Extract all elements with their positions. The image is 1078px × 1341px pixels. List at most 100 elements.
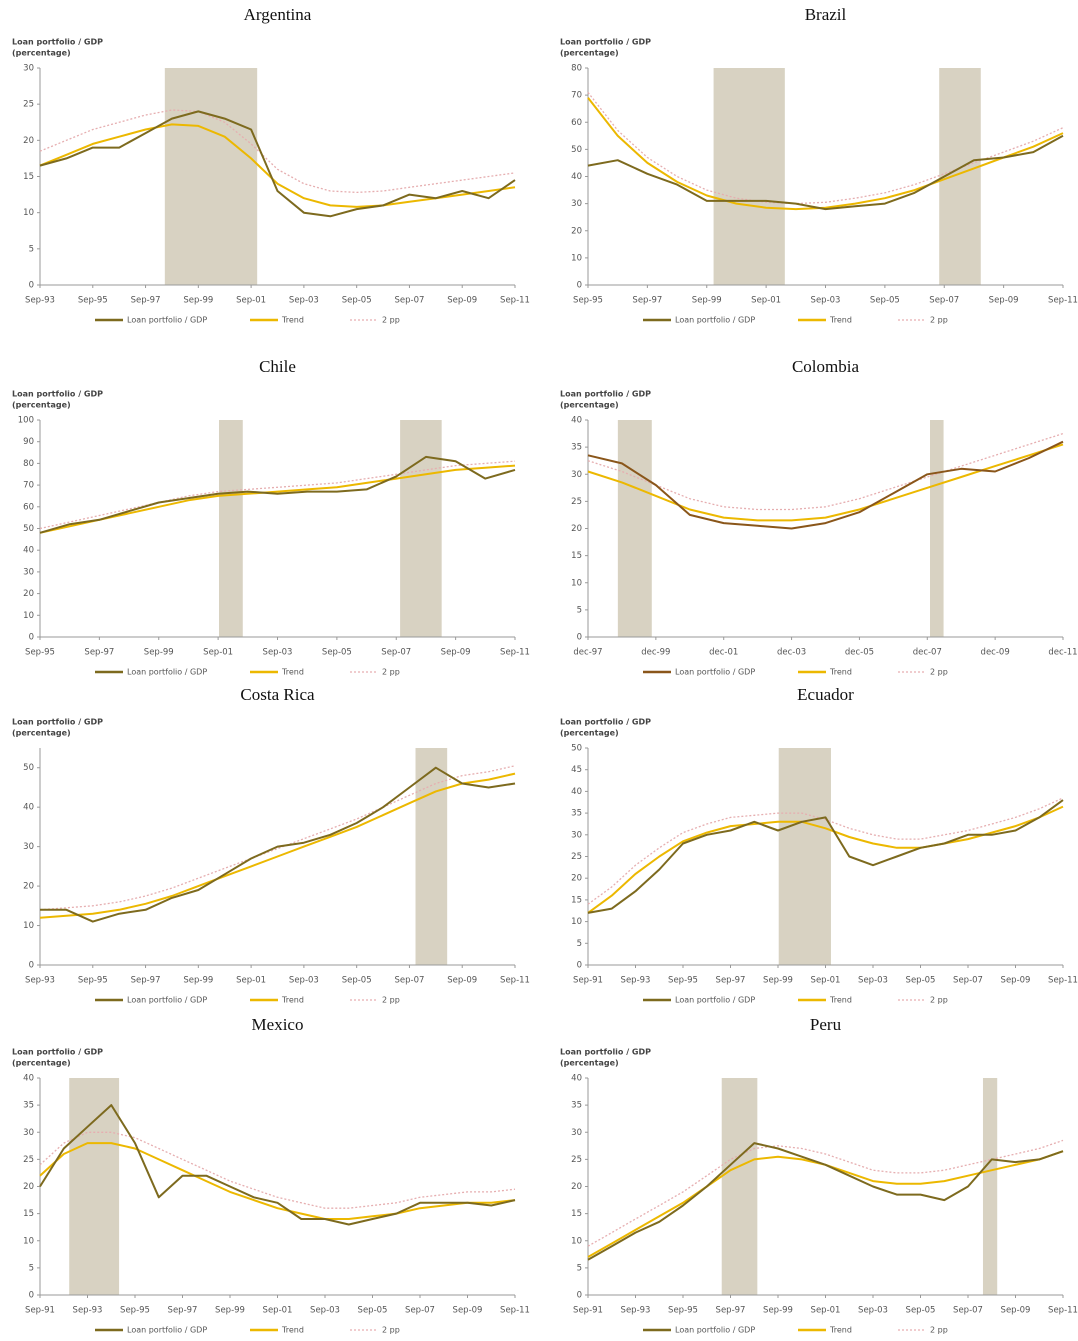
y-tick-label: 0 xyxy=(29,281,34,291)
x-tick-label: Sep-07 xyxy=(394,976,424,986)
y-tick-label: 80 xyxy=(23,459,34,469)
x-tick-label: Sep-91 xyxy=(25,1306,55,1316)
x-tick-label: Sep-11 xyxy=(1048,296,1078,306)
chart-title: Ecuador xyxy=(797,685,854,704)
series-line xyxy=(39,109,516,194)
legend-label: 2 pp xyxy=(930,996,948,1005)
y-tick-label: 40 xyxy=(571,416,582,426)
crisis-shade xyxy=(164,68,258,285)
y-tick-label: 50 xyxy=(571,145,582,155)
series-line xyxy=(39,1131,516,1209)
x-tick-label: Sep-05 xyxy=(342,976,372,986)
x-tick-label: Sep-99 xyxy=(763,976,793,986)
x-tick-label: dec-09 xyxy=(981,648,1010,658)
legend-label: 2 pp xyxy=(382,1326,400,1335)
series-line xyxy=(587,134,1064,211)
crisis-shade xyxy=(617,420,652,637)
y-tick-label: 30 xyxy=(571,830,582,840)
x-tick-label: Sep-97 xyxy=(716,976,746,986)
series-line xyxy=(587,440,1064,530)
legend-label: Loan portfolio / GDP xyxy=(127,996,207,1005)
x-tick-label: Sep-03 xyxy=(289,296,319,306)
x-tick-label: Sep-99 xyxy=(183,976,213,986)
y-axis-unit: (percentage) xyxy=(12,729,71,738)
y-tick-label: 0 xyxy=(29,1291,34,1301)
y-tick-label: 0 xyxy=(577,1291,582,1301)
legend-label: 2 pp xyxy=(382,316,400,325)
legend-label: Loan portfolio / GDP xyxy=(127,668,207,677)
y-tick-label: 70 xyxy=(23,481,34,491)
legend-label: 2 pp xyxy=(382,668,400,677)
y-axis-unit: (percentage) xyxy=(12,401,71,410)
legend-label: Loan portfolio / GDP xyxy=(127,1326,207,1335)
y-tick-label: 10 xyxy=(23,611,34,621)
y-tick-label: 40 xyxy=(23,546,34,556)
y-tick-label: 30 xyxy=(23,842,34,852)
y-tick-label: 0 xyxy=(577,961,582,971)
y-tick-label: 20 xyxy=(23,136,34,146)
y-tick-label: 40 xyxy=(571,787,582,797)
y-tick-label: 5 xyxy=(577,1263,582,1273)
crisis-shade xyxy=(778,748,831,965)
x-tick-label: Sep-93 xyxy=(25,976,55,986)
y-axis-label: Loan portfolio / GDP xyxy=(12,1048,103,1057)
x-tick-label: Sep-01 xyxy=(811,1306,841,1316)
x-tick-label: Sep-01 xyxy=(236,976,266,986)
y-tick-label: 20 xyxy=(23,882,34,892)
y-tick-label: 30 xyxy=(571,1128,582,1138)
y-tick-label: 30 xyxy=(23,567,34,577)
x-tick-label: Sep-97 xyxy=(131,976,161,986)
crisis-shade xyxy=(69,1078,120,1295)
y-axis-label: Loan portfolio / GDP xyxy=(12,390,103,399)
y-tick-label: 15 xyxy=(23,172,34,182)
x-tick-label: Sep-95 xyxy=(25,648,55,658)
x-tick-label: Sep-01 xyxy=(236,296,266,306)
x-tick-label: Sep-95 xyxy=(668,976,698,986)
x-tick-label: Sep-07 xyxy=(394,296,424,306)
y-tick-label: 20 xyxy=(23,1182,34,1192)
x-tick-label: Sep-09 xyxy=(447,976,477,986)
series-line xyxy=(587,432,1064,511)
y-tick-label: 30 xyxy=(571,199,582,209)
legend-label: Trend xyxy=(829,996,852,1005)
series-line xyxy=(39,772,516,919)
legend-label: Trend xyxy=(281,668,304,677)
x-tick-label: Sep-11 xyxy=(500,648,530,658)
legend-label: Loan portfolio / GDP xyxy=(127,316,207,325)
y-tick-label: 30 xyxy=(23,1128,34,1138)
crisis-shade xyxy=(930,420,944,637)
y-tick-label: 25 xyxy=(23,1155,34,1165)
x-tick-label: Sep-01 xyxy=(751,296,781,306)
y-axis-label: Loan portfolio / GDP xyxy=(560,718,651,727)
x-tick-label: Sep-95 xyxy=(78,296,108,306)
series-line xyxy=(587,1142,1064,1261)
x-tick-label: Sep-07 xyxy=(405,1306,435,1316)
legend-label: 2 pp xyxy=(930,316,948,325)
y-tick-label: 35 xyxy=(571,1101,582,1111)
y-tick-label: 5 xyxy=(577,939,582,949)
legend-label: Trend xyxy=(829,668,852,677)
x-tick-label: Sep-05 xyxy=(906,976,936,986)
chart-title: Colombia xyxy=(792,357,860,376)
legend-label: Trend xyxy=(829,1326,852,1335)
y-tick-label: 35 xyxy=(571,809,582,819)
crisis-shade xyxy=(415,748,448,965)
y-tick-label: 20 xyxy=(23,589,34,599)
series-line xyxy=(587,799,1064,914)
x-tick-label: Sep-93 xyxy=(621,1306,651,1316)
x-tick-label: Sep-07 xyxy=(929,296,959,306)
y-tick-label: 25 xyxy=(23,100,34,110)
x-tick-label: Sep-05 xyxy=(322,648,352,658)
y-tick-label: 60 xyxy=(571,118,582,128)
chart-title: Peru xyxy=(810,1015,842,1034)
x-tick-label: Sep-07 xyxy=(953,976,983,986)
y-axis-unit: (percentage) xyxy=(12,49,71,58)
y-tick-label: 5 xyxy=(29,244,34,254)
y-tick-label: 40 xyxy=(571,1074,582,1084)
legend-label: Loan portfolio / GDP xyxy=(675,316,755,325)
x-tick-label: Sep-03 xyxy=(858,976,888,986)
x-tick-label: Sep-99 xyxy=(144,648,174,658)
y-axis-label: Loan portfolio / GDP xyxy=(12,718,103,727)
y-tick-label: 50 xyxy=(23,524,34,534)
y-tick-label: 0 xyxy=(29,961,34,971)
